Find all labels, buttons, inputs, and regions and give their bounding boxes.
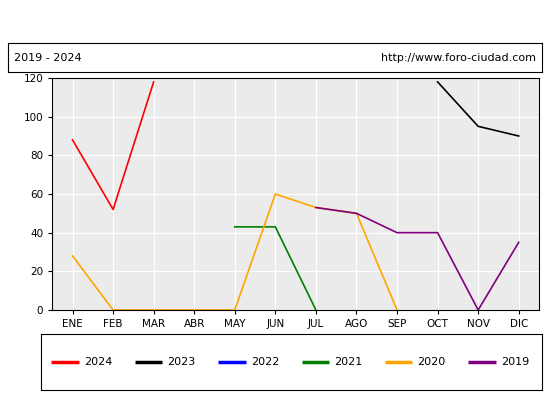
Text: http://www.foro-ciudad.com: http://www.foro-ciudad.com bbox=[381, 53, 536, 63]
Text: 2019 - 2024: 2019 - 2024 bbox=[14, 53, 81, 63]
Text: 2024: 2024 bbox=[84, 357, 112, 367]
Text: 2021: 2021 bbox=[334, 357, 362, 367]
Text: 2019: 2019 bbox=[501, 357, 529, 367]
Text: 2023: 2023 bbox=[167, 357, 195, 367]
Text: 2020: 2020 bbox=[417, 357, 446, 367]
Text: 2022: 2022 bbox=[251, 357, 279, 367]
Text: Evolucion Nº Turistas Nacionales en el municipio de Echarri: Evolucion Nº Turistas Nacionales en el m… bbox=[78, 14, 472, 28]
